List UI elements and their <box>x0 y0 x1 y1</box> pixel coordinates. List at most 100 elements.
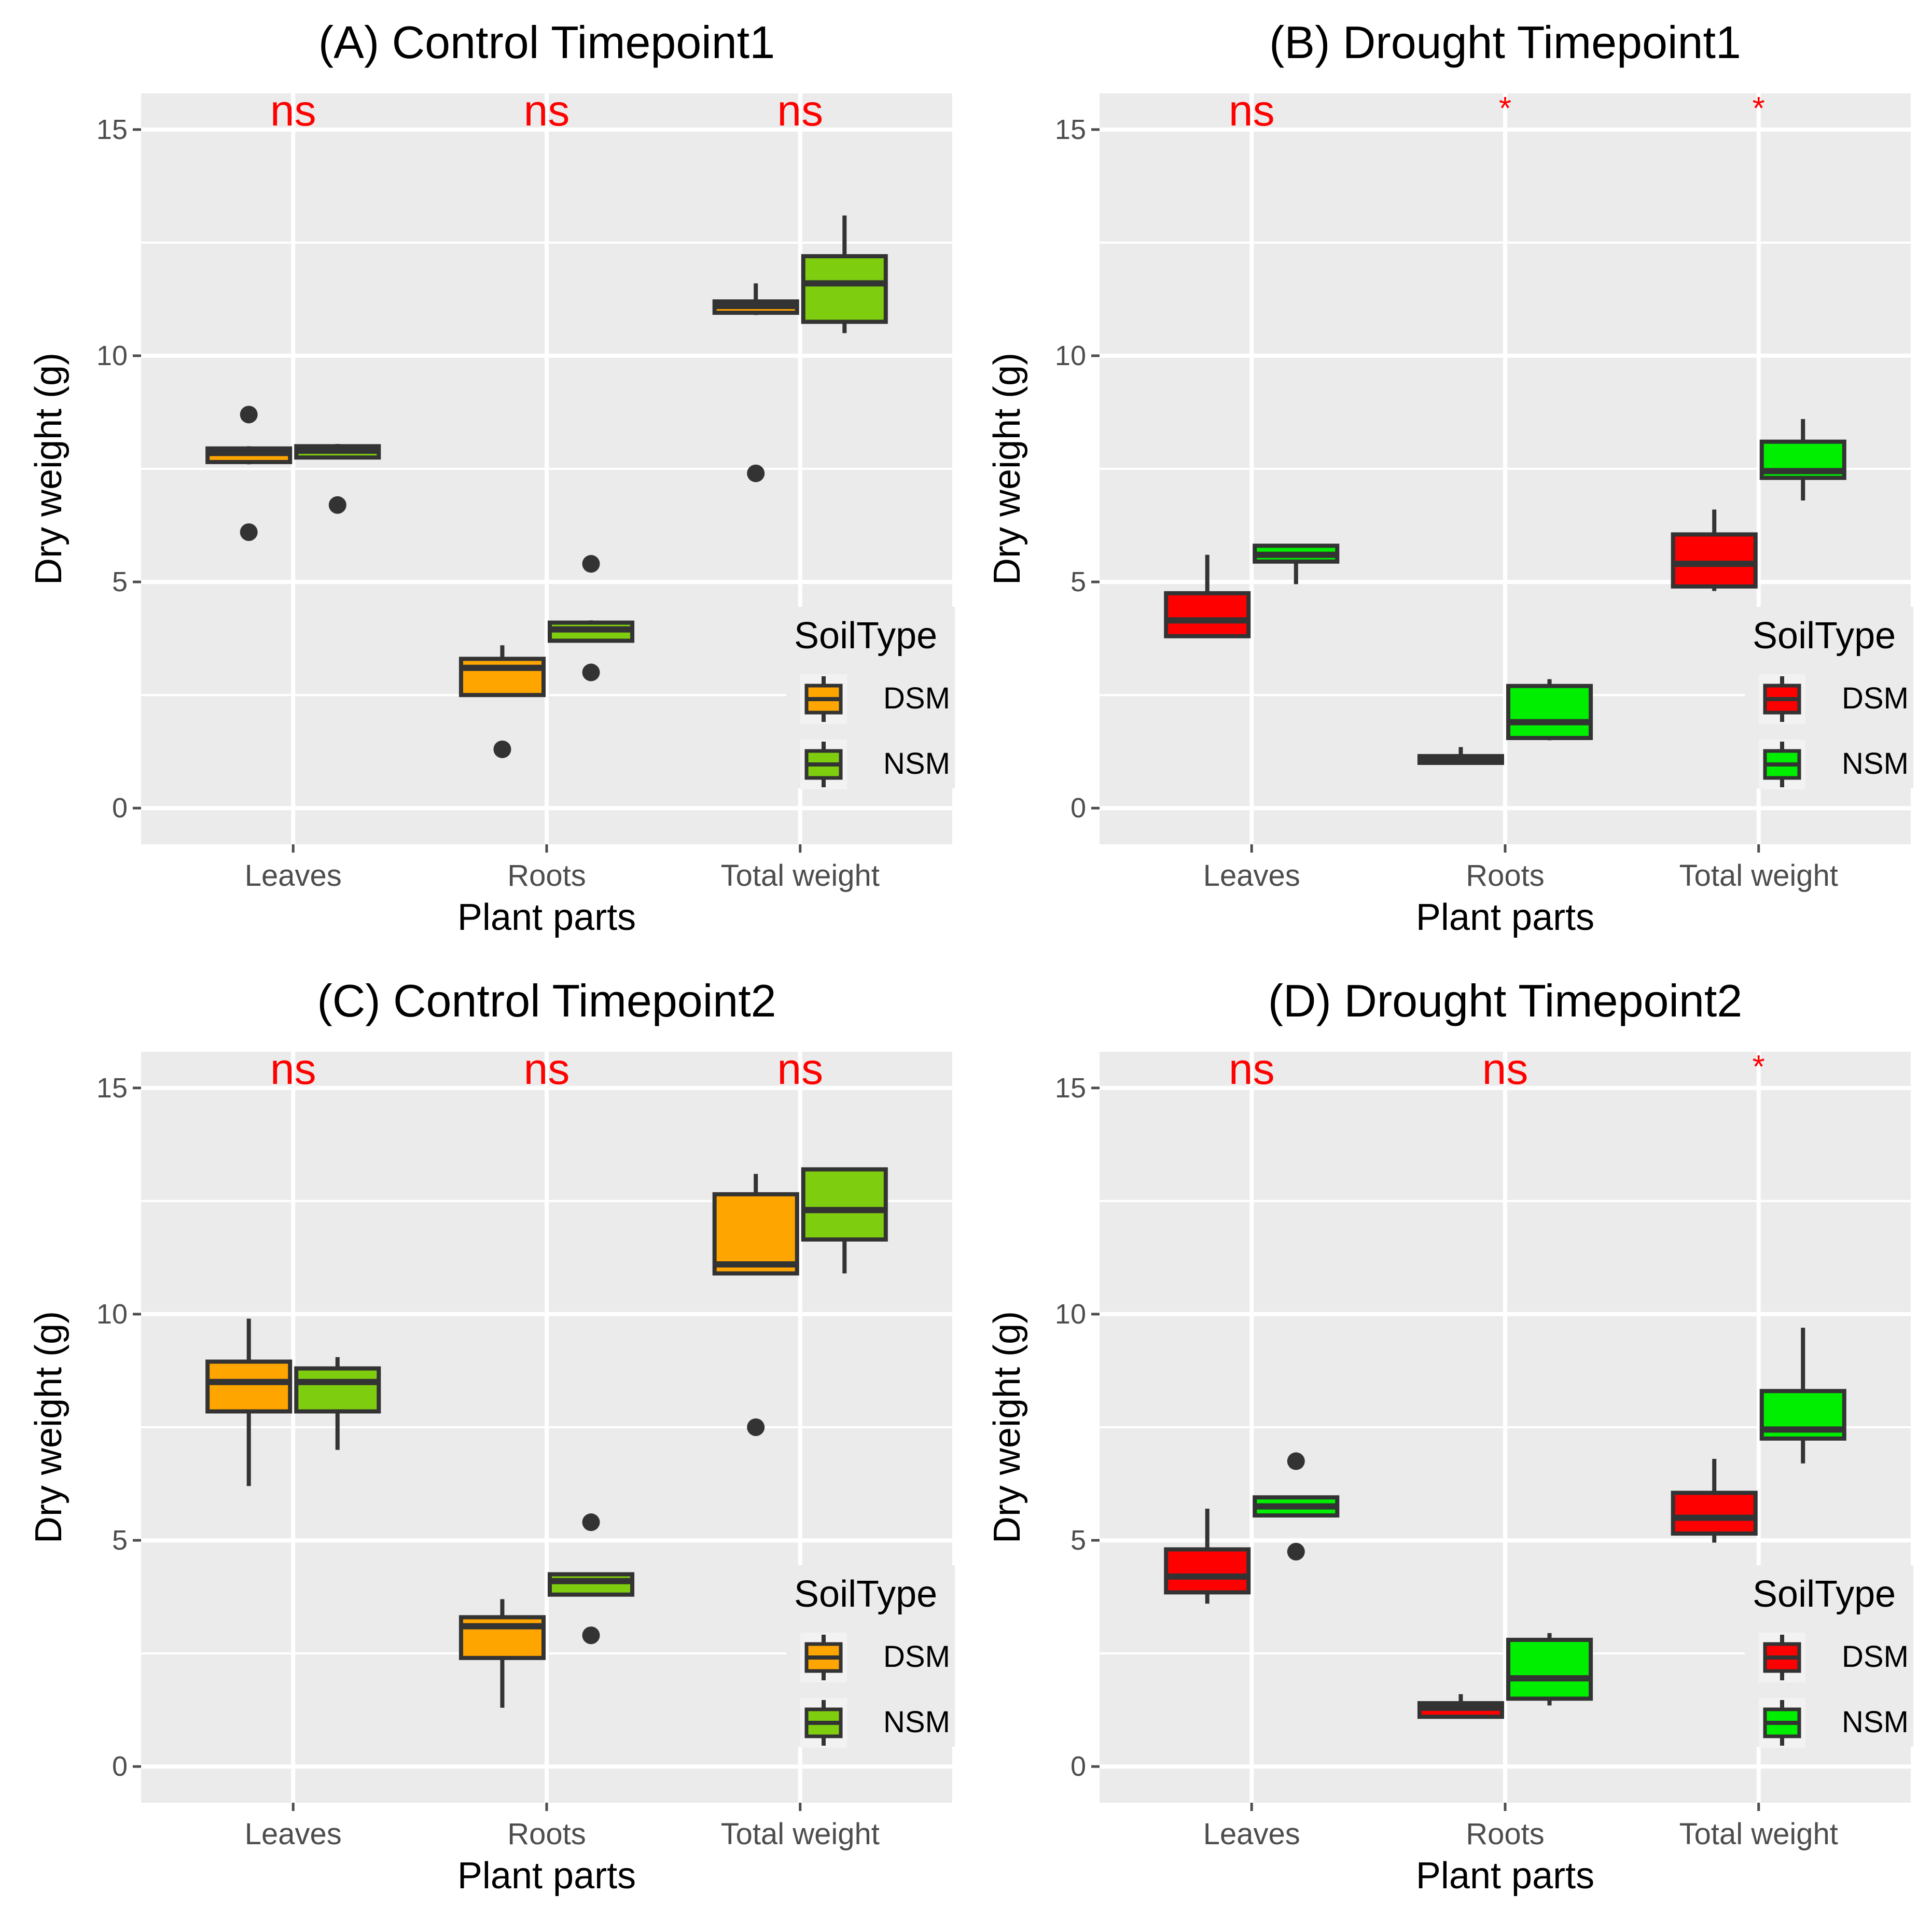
x-tick-label: Leaves <box>245 859 342 893</box>
legend-key-dsm: DSM <box>1759 1633 1909 1682</box>
panels-group: 0 5 10 15 Leaves Roots Total weight ns ns ns SoilT… <box>28 17 1913 1897</box>
significance-label: * <box>1499 91 1511 127</box>
box-rect <box>1506 684 1593 741</box>
y-tick-label: 5 <box>112 1525 128 1556</box>
significance-label: ns <box>270 1044 316 1093</box>
significance-label: * <box>1753 1049 1765 1085</box>
legend-label: NSM <box>1842 747 1909 781</box>
panel-b: 0 5 10 15 Leaves Roots Total weight ns * * SoilTyp… <box>986 17 1913 938</box>
outlier-point <box>493 740 511 758</box>
y-tick-label: 10 <box>1055 1299 1086 1330</box>
panel-a: 0 5 10 15 Leaves Roots Total weight ns ns ns SoilT… <box>28 17 955 938</box>
legend-title: SoilType <box>794 1573 937 1615</box>
y-axis-title: Dry weight (g) <box>986 353 1028 585</box>
significance-label: ns <box>1229 1044 1275 1093</box>
significance-label: ns <box>524 86 570 135</box>
panel-title: (B) Drought Timepoint1 <box>1269 17 1741 68</box>
box-dsm-leaves <box>1164 554 1251 638</box>
y-tick-label: 15 <box>96 114 128 145</box>
box-rect <box>1671 1491 1758 1536</box>
y-tick-label: 15 <box>96 1073 128 1104</box>
legend: SoilType DSM NSM <box>786 607 955 789</box>
panel-title: (D) Drought Timepoint2 <box>1268 975 1743 1026</box>
x-tick-label: Total weight <box>721 859 880 893</box>
legend-label: DSM <box>883 1640 950 1674</box>
box-dsm-total-weight <box>712 283 799 482</box>
x-axis-title: Plant parts <box>1416 1855 1594 1897</box>
x-axis-title: Plant parts <box>457 897 636 938</box>
box-rect <box>1164 1547 1251 1595</box>
outlier-point <box>747 1418 765 1436</box>
box-rect <box>548 1572 635 1597</box>
box-nsm-total-weight <box>801 215 888 333</box>
legend-key-dsm: DSM <box>1759 674 1909 724</box>
box-rect <box>801 1167 888 1242</box>
box-nsm-leaves <box>1253 1452 1340 1561</box>
legend: SoilType DSM NSM <box>1745 1565 1913 1748</box>
box-nsm-total-weight <box>1759 419 1846 501</box>
legend-label: DSM <box>1842 1640 1909 1674</box>
significance-label: ns <box>777 1044 823 1093</box>
box-nsm-roots <box>548 1513 635 1645</box>
box-dsm-roots <box>1417 1694 1504 1719</box>
box-nsm-leaves <box>294 1357 381 1450</box>
x-tick-label: Leaves <box>1203 859 1300 893</box>
x-tick-label: Leaves <box>1203 1817 1300 1851</box>
legend-label: DSM <box>883 681 950 715</box>
panel-title: (A) Control Timepoint1 <box>318 17 775 68</box>
legend-label: NSM <box>883 747 950 781</box>
box-nsm-roots <box>1506 1633 1593 1706</box>
box-dsm-leaves <box>205 1318 293 1486</box>
significance-label: ns <box>270 86 316 135</box>
legend-key-dsm: DSM <box>800 1633 950 1682</box>
outlier-point <box>328 496 346 514</box>
box-dsm-total-weight <box>712 1174 799 1436</box>
legend-key-nsm: NSM <box>1759 740 1909 789</box>
panel-title: (C) Control Timepoint2 <box>317 975 776 1026</box>
y-tick-label: 5 <box>112 566 128 597</box>
y-axis-title: Dry weight (g) <box>986 1311 1028 1543</box>
y-tick-label: 5 <box>1071 1525 1086 1556</box>
box-dsm-leaves <box>205 406 293 541</box>
legend-key-nsm: NSM <box>1759 1698 1909 1748</box>
significance-label: ns <box>1229 86 1275 135</box>
significance-label: ns <box>777 86 823 135</box>
y-tick-label: 5 <box>1071 566 1086 597</box>
x-tick-label: Total weight <box>721 1817 880 1851</box>
outlier-point <box>747 464 765 482</box>
legend-key-dsm: DSM <box>800 674 950 724</box>
x-tick-label: Roots <box>507 859 586 893</box>
outlier-point <box>582 1626 600 1645</box>
box-dsm-total-weight <box>1671 509 1758 591</box>
y-tick-label: 0 <box>1071 1751 1086 1782</box>
x-axis-title: Plant parts <box>1416 897 1594 938</box>
box-dsm-leaves <box>1164 1509 1251 1604</box>
y-tick-label: 0 <box>112 1751 128 1782</box>
x-tick-label: Roots <box>507 1817 586 1851</box>
y-tick-label: 10 <box>96 1299 128 1330</box>
outlier-point <box>240 523 258 541</box>
x-tick-label: Total weight <box>1679 1817 1838 1851</box>
box-rect <box>1506 1637 1593 1701</box>
significance-label: ns <box>1482 1044 1528 1093</box>
y-axis-title: Dry weight (g) <box>28 1311 70 1543</box>
legend: SoilType DSM NSM <box>1745 607 1913 789</box>
y-tick-label: 10 <box>1055 340 1086 371</box>
y-tick-label: 15 <box>1055 1073 1086 1104</box>
outlier-point <box>582 663 600 681</box>
legend-title: SoilType <box>1753 615 1896 657</box>
significance-label: ns <box>524 1044 570 1093</box>
box-dsm-roots <box>458 645 546 758</box>
box-rect <box>712 1192 799 1276</box>
significance-label: * <box>1753 91 1765 127</box>
legend-label: DSM <box>1842 681 1909 715</box>
legend-label: NSM <box>883 1705 950 1739</box>
legend-label: NSM <box>1842 1705 1909 1739</box>
outlier-point <box>582 555 600 573</box>
box-rect <box>205 1359 293 1414</box>
y-tick-label: 0 <box>1071 792 1086 824</box>
y-axis-title: Dry weight (g) <box>28 353 70 585</box>
box-nsm-total-weight <box>801 1167 888 1274</box>
y-tick-label: 10 <box>96 340 128 371</box>
